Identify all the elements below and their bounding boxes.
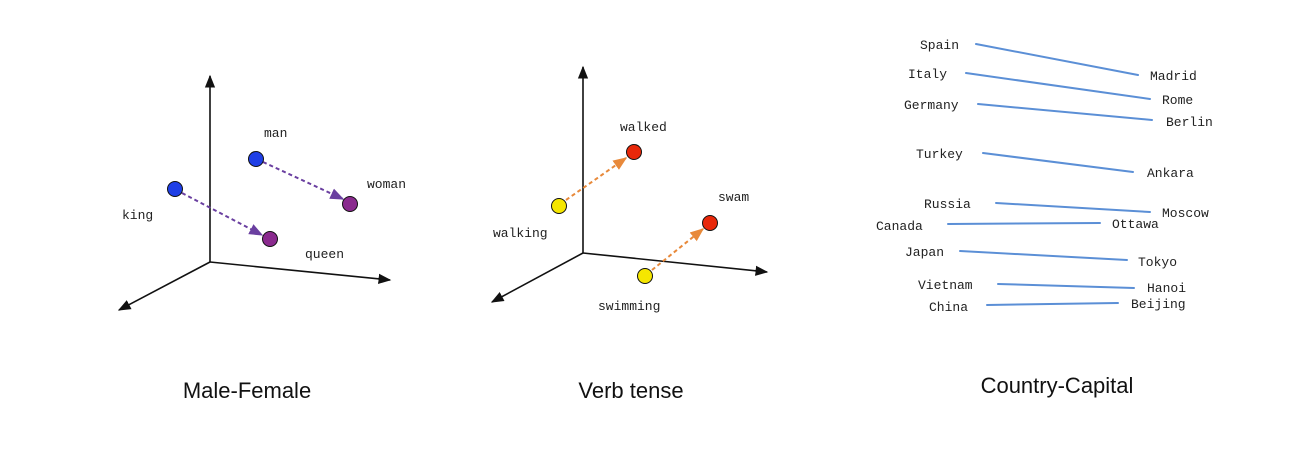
connector-line [986, 302, 1119, 306]
country-label: Vietnam [918, 278, 973, 293]
axis-x [209, 261, 392, 284]
king-queen-arrow [181, 192, 264, 236]
connector-line [995, 202, 1151, 213]
label-walked: walked [620, 120, 667, 135]
capital-label: Rome [1162, 93, 1193, 108]
country-label: Turkey [916, 147, 963, 162]
caption-verb-tense: Verb tense [578, 378, 683, 403]
label-man: man [264, 126, 287, 141]
pair-china-beijing: China Beijing [929, 297, 1186, 315]
capital-label: Moscow [1162, 206, 1209, 221]
caption-country-capital: Country-Capital [981, 373, 1134, 398]
axes-3d [490, 65, 769, 303]
caption-male-female: Male-Female [183, 378, 311, 403]
connector-line [947, 222, 1101, 225]
connector-line [965, 72, 1151, 100]
male-female-panel: man woman king queen Male-Female [117, 74, 406, 403]
pair-spain-madrid: Spain Madrid [920, 38, 1197, 84]
capital-label: Hanoi [1147, 281, 1186, 296]
woman-point [342, 196, 358, 212]
connector-line [975, 43, 1139, 76]
connector-line [997, 283, 1135, 289]
pair-japan-tokyo: Japan Tokyo [905, 245, 1177, 270]
walking-point [551, 198, 567, 214]
pair-turkey-ankara: Turkey Ankara [916, 147, 1194, 181]
country-label: Italy [908, 67, 947, 82]
country-label: China [929, 300, 968, 315]
capital-label: Ottawa [1112, 217, 1159, 232]
label-swimming: swimming [598, 299, 660, 314]
label-king: king [122, 208, 153, 223]
walked-point [626, 144, 642, 160]
axes-3d [117, 74, 392, 311]
pair-canada-ottawa: Canada Ottawa [876, 217, 1159, 234]
capital-label: Berlin [1166, 115, 1213, 130]
country-label: Canada [876, 219, 923, 234]
swam-point [702, 215, 718, 231]
swimming-point [637, 268, 653, 284]
capital-label: Ankara [1147, 166, 1194, 181]
capital-label: Tokyo [1138, 255, 1177, 270]
country-label: Japan [905, 245, 944, 260]
walking-walked-arrow [565, 157, 628, 201]
country-label: Spain [920, 38, 959, 53]
axis-x [582, 252, 769, 276]
connector-line [982, 152, 1134, 173]
capital-label: Beijing [1131, 297, 1186, 312]
queen-point [262, 231, 278, 247]
verb-tense-panel: walked walking swam swimming Verb tense [490, 65, 769, 403]
pair-russia-moscow: Russia Moscow [924, 197, 1209, 221]
king-point [167, 181, 183, 197]
label-queen: queen [305, 247, 344, 262]
connector-line [977, 103, 1153, 121]
label-walking: walking [493, 226, 548, 241]
label-swam: swam [718, 190, 749, 205]
axis-z [117, 261, 211, 311]
axis-z [490, 252, 584, 303]
pair-vietnam-hanoi: Vietnam Hanoi [918, 278, 1186, 296]
pair-italy-rome: Italy Rome [908, 67, 1193, 108]
label-woman: woman [367, 177, 406, 192]
pair-germany-berlin: Germany Berlin [904, 98, 1213, 130]
country-label: Germany [904, 98, 959, 113]
man-point [248, 151, 264, 167]
swimming-swam-arrow [651, 228, 705, 271]
capital-label: Madrid [1150, 69, 1197, 84]
country-capital-panel: Spain Madrid Italy Rome Germany Berlin T… [876, 38, 1213, 398]
country-label: Russia [924, 197, 971, 212]
man-woman-arrow [262, 161, 345, 200]
connector-line [959, 250, 1128, 261]
